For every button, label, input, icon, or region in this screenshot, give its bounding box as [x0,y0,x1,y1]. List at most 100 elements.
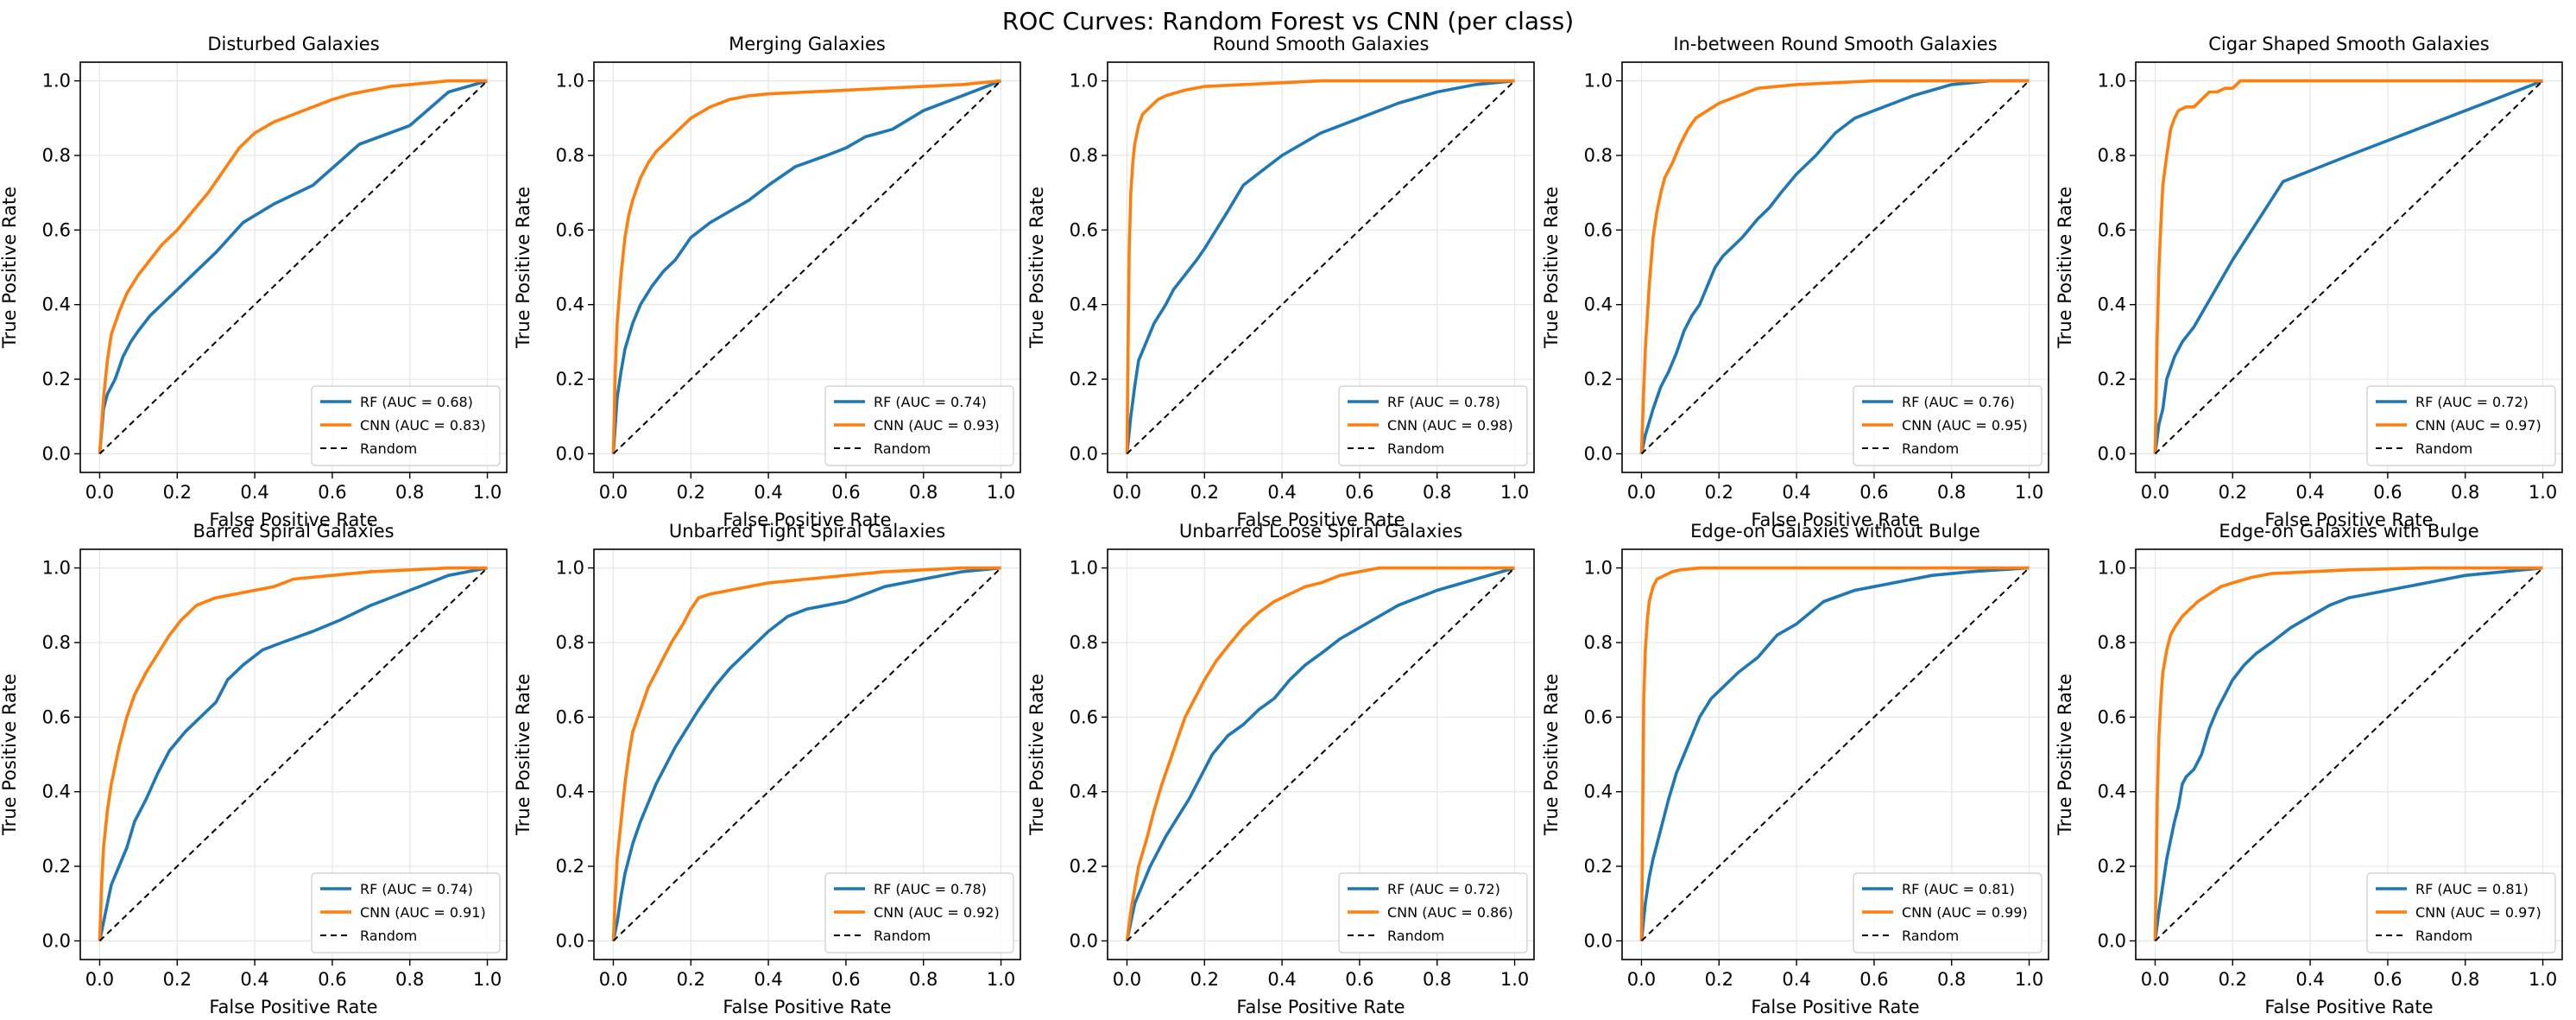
y-tick-label: 0.8 [2098,145,2126,166]
cnn-roc-line [2153,566,2543,941]
x-tick-label: 0.4 [240,969,268,990]
y-tick-label: 0.6 [1070,219,1098,240]
x-tick-label: 0.8 [909,482,938,503]
y-tick-label: 0.6 [2098,706,2126,727]
legend: RF (AUC = 0.76) CNN (AUC = 0.95) Random [1853,385,2042,466]
x-axis-label: False Positive Rate [1236,997,1405,1017]
random-baseline-line [612,79,1002,455]
rf-roc-line [2153,79,2544,454]
y-axis-label: True Positive Rate [2055,187,2075,349]
y-tick-label: 0.4 [42,295,71,315]
y-tick-label: 1.0 [1584,558,1613,579]
random-baseline-line [2154,79,2544,455]
x-tick-label: 0.2 [1705,482,1733,503]
y-tick-label: 0.2 [2098,856,2126,877]
legend-label: Random [360,440,417,457]
x-tick-label: 1.0 [2015,482,2043,503]
cnn-roc-line [611,79,1001,454]
x-tick-label: 0.6 [1859,482,1888,503]
x-tick-label: 0.0 [1113,969,1141,990]
y-tick-label: 1.0 [42,71,71,92]
legend-box [1853,872,2042,953]
cnn-roc-line [1639,566,2030,941]
legend-box [2366,385,2556,466]
roc-panel-3: 0.0 0.2 0.4 0.6 0.8 1.0 0.0 0.2 0.4 0.6 0.8 1.0 Roun… [1026,34,1535,530]
y-tick-label: 0.4 [1070,782,1098,802]
rf-roc-line [1639,79,2030,454]
axes-frame [1107,61,1535,473]
legend-box [1853,385,2042,466]
y-tick-label: 0.4 [1070,295,1098,315]
axes-frame [593,61,1021,473]
legend-label: CNN (AUC = 0.97) [2415,904,2541,921]
cnn-roc-line [1639,79,2030,454]
x-tick-label: 0.0 [599,969,628,990]
random-baseline-line [1640,79,2030,455]
cnn-roc-line [611,566,1001,941]
legend-label: CNN (AUC = 0.92) [874,904,1000,921]
legend: RF (AUC = 0.72) CNN (AUC = 0.86) Random [1338,872,1528,953]
panel-title: Barred Spiral Galaxies [193,521,394,542]
panel-title: Unbarred Loose Spiral Galaxies [1179,521,1462,542]
rf-roc-line [611,566,1001,941]
y-tick-label: 1.0 [2098,71,2126,92]
x-axis-label: False Positive Rate [723,997,891,1017]
rf-roc-line [98,79,488,454]
y-tick-label: 0.0 [2098,443,2126,464]
x-tick-label: 0.0 [2141,969,2169,990]
y-tick-label: 0.8 [556,145,584,166]
x-tick-label: 0.4 [754,482,782,503]
x-tick-label: 1.0 [2529,969,2557,990]
y-tick-label: 0.0 [1070,443,1098,464]
figure-title: ROC Curves: Random Forest vs CNN (per cl… [1001,7,1575,35]
y-axis-label: True Positive Rate [1026,674,1047,836]
legend-label: RF (AUC = 0.81) [1902,881,2015,897]
x-tick-label: 0.8 [2451,969,2479,990]
rf-roc-line [2153,566,2543,941]
y-tick-label: 1.0 [1070,558,1098,579]
y-tick-label: 1.0 [556,558,584,579]
legend-label: CNN (AUC = 0.86) [1387,904,1513,921]
legend-label: Random [2415,928,2472,944]
legend-label: Random [1902,928,1959,944]
legend-box [824,872,1014,953]
x-tick-label: 1.0 [2529,482,2557,503]
x-tick-label: 0.2 [1190,482,1219,503]
y-tick-label: 0.2 [1070,369,1098,390]
x-tick-label: 0.2 [2219,482,2247,503]
y-tick-label: 0.2 [42,369,71,390]
y-tick-label: 0.4 [1584,782,1613,802]
x-tick-label: 0.4 [240,482,268,503]
y-tick-label: 0.8 [556,632,584,653]
panel-title: Unbarred Tight Spiral Galaxies [669,521,945,542]
rf-roc-line [1125,566,1515,941]
x-tick-label: 1.0 [1500,482,1529,503]
x-tick-label: 0.2 [163,482,192,503]
panel-title: In-between Round Smooth Galaxies [1673,34,1997,54]
x-tick-label: 0.0 [2141,482,2169,503]
x-tick-label: 0.4 [754,969,782,990]
legend-label: RF (AUC = 0.72) [1387,881,1500,897]
y-tick-label: 0.2 [42,856,71,877]
y-tick-label: 0.8 [2098,632,2126,653]
legend-label: RF (AUC = 0.74) [874,394,987,410]
y-axis-label: True Positive Rate [2055,674,2075,836]
y-tick-label: 0.6 [42,706,71,727]
y-axis-label: True Positive Rate [0,187,20,349]
legend-label: CNN (AUC = 0.93) [874,417,1000,434]
x-tick-label: 1.0 [473,969,502,990]
x-tick-label: 0.0 [1113,482,1141,503]
y-tick-label: 1.0 [42,558,71,579]
y-tick-label: 0.6 [2098,219,2126,240]
legend-box [1338,872,1528,953]
axes-frame [2135,61,2563,473]
random-baseline-line [1126,79,1516,455]
legend-label: Random [2415,440,2472,457]
y-tick-label: 0.0 [42,443,71,464]
legend-label: RF (AUC = 0.76) [1902,394,2015,410]
x-tick-label: 1.0 [473,482,502,503]
legend-label: CNN (AUC = 0.98) [1387,417,1513,434]
y-tick-label: 0.8 [42,145,71,166]
x-tick-label: 0.4 [1267,482,1296,503]
